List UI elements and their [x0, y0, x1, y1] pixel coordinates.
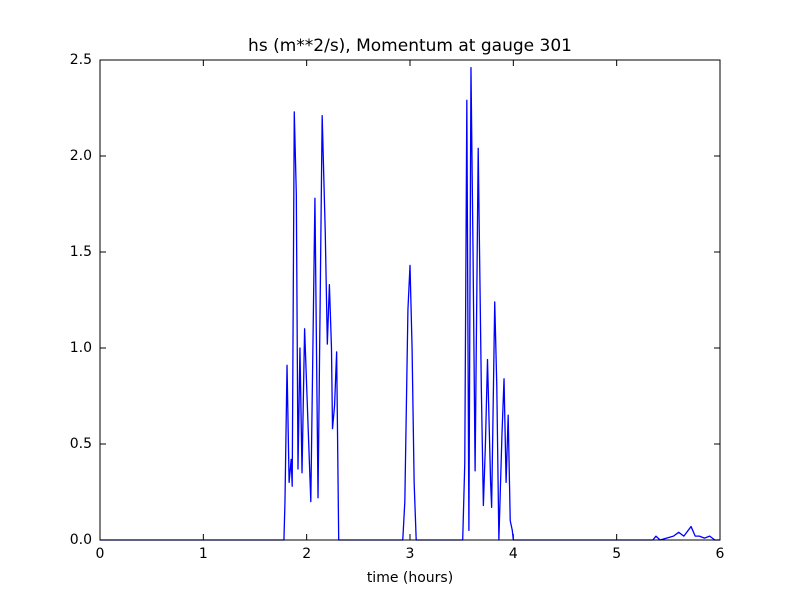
y-tick-label: 2.0	[70, 148, 92, 164]
chart-title: hs (m**2/s), Momentum at gauge 301	[248, 36, 572, 56]
y-tick-label: 1.5	[70, 244, 92, 260]
y-tick-label: 2.5	[70, 52, 92, 68]
y-tick-label: 1.0	[70, 340, 92, 356]
y-tick-label: 0.5	[70, 436, 92, 452]
data-line	[100, 67, 720, 541]
x-tick-label: 4	[509, 546, 518, 562]
x-tick-label: 5	[612, 546, 621, 562]
plot-frame	[99, 59, 721, 541]
x-axis-label: time (hours)	[367, 570, 453, 586]
x-tick-label: 6	[716, 546, 725, 562]
x-tick-label: 0	[96, 546, 105, 562]
x-tick-label: 2	[302, 546, 311, 562]
x-tick-label: 3	[406, 546, 415, 562]
x-tick-label: 1	[199, 546, 208, 562]
y-tick-label: 0.0	[70, 532, 92, 548]
